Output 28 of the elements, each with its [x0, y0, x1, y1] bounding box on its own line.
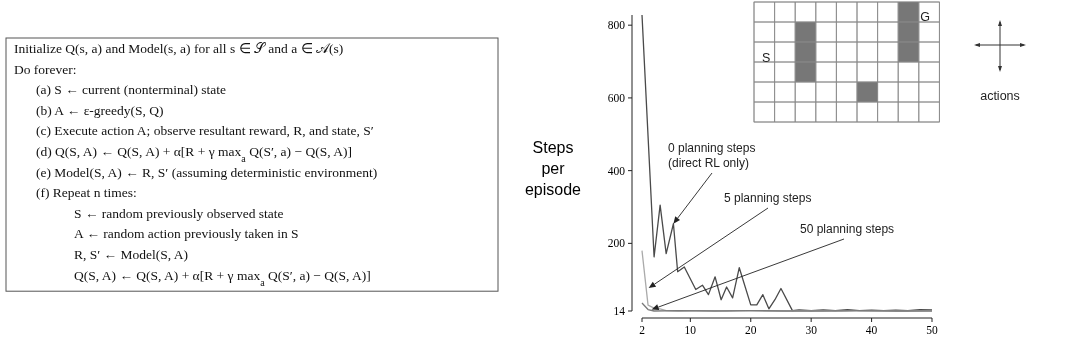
y-tick-label: 400 — [607, 164, 626, 177]
y-tick-label: 800 — [607, 19, 626, 32]
text: Do forever: — [14, 61, 77, 77]
text: (b) A ← ε-greedy(S, Q) — [36, 102, 164, 118]
text: R, S′ ← Model(S, A) — [74, 247, 188, 262]
y-tick-label: 14 — [613, 305, 626, 317]
x-tick-label: 50 — [926, 324, 938, 336]
text: (e) Model(S, A) ← R, S′ (assuming deterministic environment) — [36, 164, 378, 180]
annotation: 0 planning steps (direct RL only) — [668, 141, 756, 170]
text: S ← random previously observed state — [74, 205, 284, 221]
y-tick-label: 600 — [607, 91, 626, 104]
x-tick-label: 2 — [639, 324, 646, 336]
text: (d) Q(S, A) ← Q(S, A) + α[R + γ max$_{a}$ Q(S′, a) − Q(S, A)] — [36, 144, 352, 164]
text: actions — [980, 89, 1020, 103]
text: (a) S ← current (nonterminal) state — [36, 82, 227, 98]
y-axis-title: Steps per episode — [524, 139, 582, 198]
text: Initialize Q(s, a) and Model(s, a) for all s ∈ 𝒮 and a ∈ 𝒜(s) — [14, 41, 344, 56]
x-tick-label: 10 — [684, 324, 697, 336]
text: A ← random action previously taken in S — [74, 226, 299, 242]
x-tick-label: 40 — [865, 324, 878, 336]
annotation: 50 planning steps — [800, 222, 895, 236]
x-tick-label: 20 — [745, 324, 757, 336]
text: Q(S, A) ← Q(S, A) + α[R + γ max$_{a}$ Q(S′, a) − Q(S, A)] — [74, 267, 371, 288]
annotation: 5 planning steps — [724, 191, 812, 205]
text: (c) Execute action A; observe resultant reward, R, and state, S′ — [36, 123, 374, 139]
text: (f) Repeat n times: — [36, 185, 137, 201]
x-tick-label: 30 — [805, 324, 818, 336]
y-tick-label: 200 — [607, 237, 626, 250]
